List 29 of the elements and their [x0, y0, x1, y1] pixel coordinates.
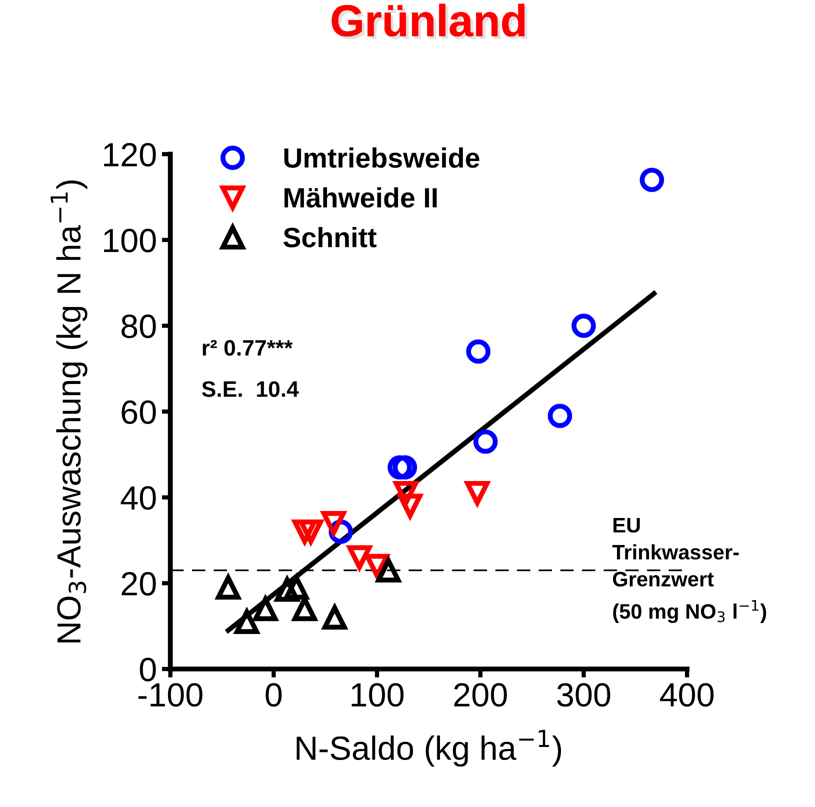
- ref-line-label: EU Trinkwasser- Grenzwert (50 mg NO$_{3}$ l$^{−1}$): [612, 518, 766, 624]
- legend-label: Mähweide II: [284, 187, 437, 208]
- point: [473, 429, 498, 454]
- annotation: S.E. 10.4: [202, 381, 299, 397]
- point: [548, 404, 572, 428]
- x-tick-label: 200: [454, 683, 507, 707]
- y-tick-label: 60: [122, 400, 156, 424]
- y-axis-title: NO$_{3}$-Auswaschung (kg N ha$^{−1}$): [50, 180, 88, 642]
- y-tick-label: 120: [104, 142, 156, 167]
- x-axis-title: N-Saldo (kg ha$^{−1}$): [296, 730, 562, 767]
- point: [572, 314, 596, 338]
- point: [466, 339, 490, 364]
- point: [640, 168, 664, 192]
- x-tick-label: 100: [352, 683, 404, 707]
- x-tick-label: 0: [266, 683, 282, 707]
- legend-label: Umtriebsweide: [284, 147, 480, 168]
- legend-label: Schnitt: [283, 226, 376, 248]
- y-tick-label: 80: [122, 314, 156, 338]
- y-tick-label: 0: [140, 658, 156, 682]
- y-tick-label: 100: [104, 228, 156, 252]
- y-tick-label: 40: [120, 486, 156, 510]
- chart-title: Grünland: [332, 4, 528, 40]
- annotation: r² 0.77***: [202, 340, 293, 356]
- x-tick-label: 400: [660, 683, 714, 707]
- x-tick-label: -100: [138, 683, 202, 707]
- point: [392, 455, 418, 480]
- point: [388, 455, 412, 480]
- x-tick-label: 300: [557, 683, 610, 707]
- y-tick-label: 20: [122, 572, 156, 596]
